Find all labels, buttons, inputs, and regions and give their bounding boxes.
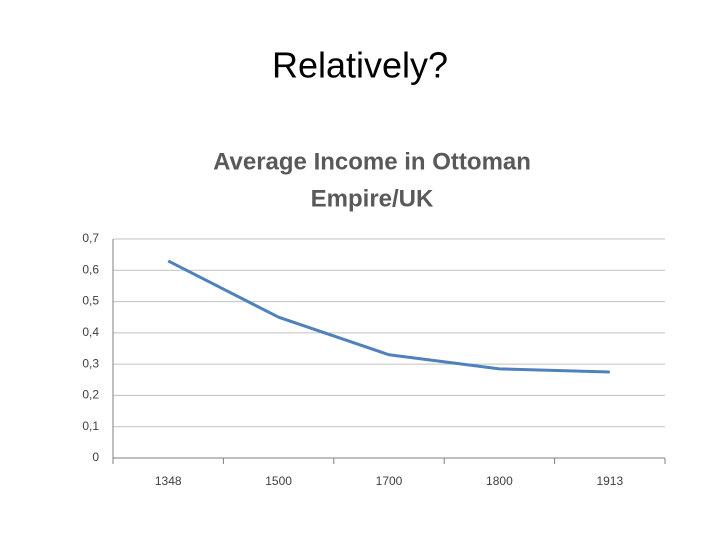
y-tick-label: 0,1 bbox=[82, 419, 99, 433]
y-tick-label: 0,4 bbox=[82, 325, 99, 339]
y-tick-label: 0,6 bbox=[82, 262, 99, 276]
y-tick-label: 0,7 bbox=[82, 231, 99, 245]
x-tick-label: 1800 bbox=[486, 474, 513, 488]
x-tick-label: 1348 bbox=[155, 474, 182, 488]
chart-title: Empire/UK bbox=[311, 185, 434, 212]
x-tick-label: 1700 bbox=[376, 474, 403, 488]
y-tick-label: 0,2 bbox=[82, 388, 99, 402]
y-tick-label: 0,5 bbox=[82, 294, 99, 308]
y-tick-label: 0,3 bbox=[82, 356, 99, 370]
chart-title: Average Income in Ottoman bbox=[213, 148, 531, 175]
x-tick-label: 1913 bbox=[596, 474, 623, 488]
slide-title: Relatively? bbox=[272, 45, 448, 86]
x-tick-label: 1500 bbox=[265, 474, 292, 488]
y-tick-label: 0 bbox=[92, 450, 99, 464]
data-line bbox=[167, 259, 610, 374]
